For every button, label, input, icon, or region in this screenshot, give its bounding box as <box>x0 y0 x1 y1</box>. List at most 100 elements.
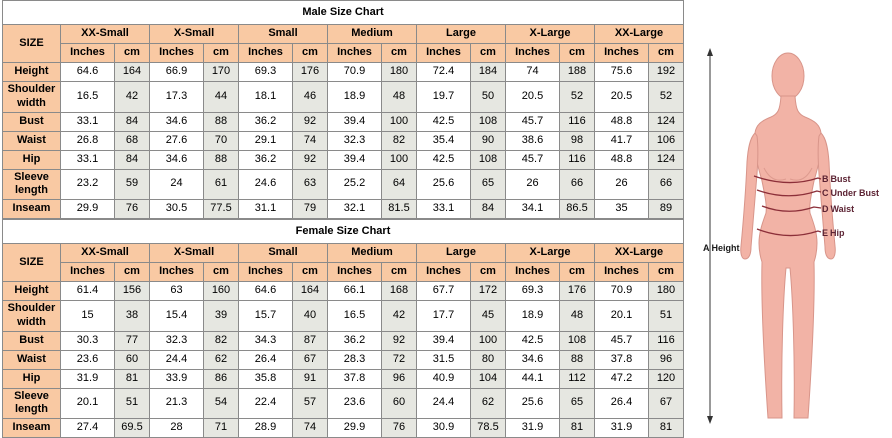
unit-cm-cell: cm <box>648 43 684 63</box>
size-header-row: SIZE XX-Small X-Small Small Medium Large X-Lar… <box>2 243 684 282</box>
value-cell: 68 <box>114 130 150 151</box>
value-cell: 21.3 <box>149 387 204 419</box>
value-cell: 66.9 <box>149 62 204 82</box>
size-name-cell: Large <box>416 243 506 263</box>
size-name-cell: XX-Large <box>594 243 684 263</box>
value-cell: 63 <box>292 168 328 200</box>
value-cell: 24.6 <box>238 168 293 200</box>
value-cell: 41.7 <box>594 130 649 151</box>
value-cell: 67 <box>648 387 684 419</box>
value-cell: 32.3 <box>149 330 204 351</box>
value-cell: 164 <box>114 62 150 82</box>
value-cell: 66 <box>648 168 684 200</box>
value-cell: 39.4 <box>327 111 382 132</box>
value-cell: 26 <box>594 168 649 200</box>
measurement-row: Bust 30.3 77 32.3 82 34.3 87 36.2 92 39.4 100 42.5 1… <box>2 330 684 351</box>
row-label-cell: Hip <box>2 368 61 389</box>
value-cell: 84 <box>114 111 150 132</box>
value-cell: 60 <box>381 387 417 419</box>
unit-inches-cell: Inches <box>60 43 115 63</box>
value-cell: 27.4 <box>60 418 115 438</box>
value-cell: 31.9 <box>505 418 560 438</box>
unit-header-row: Inches cm Inches cm Inches cm Inches cm Inches cm… <box>3 262 684 282</box>
value-cell: 35 <box>594 199 649 219</box>
value-cell: 15.4 <box>149 300 204 332</box>
value-cell: 100 <box>381 111 417 132</box>
value-cell: 34.1 <box>505 199 560 219</box>
unit-cm-cell: cm <box>292 262 328 282</box>
value-cell: 74 <box>505 62 560 82</box>
value-cell: 39 <box>203 300 239 332</box>
value-cell: 33.9 <box>149 368 204 389</box>
chart-title: Male Size Chart <box>2 0 684 25</box>
value-cell: 65 <box>559 387 595 419</box>
value-cell: 63 <box>149 281 204 301</box>
value-cell: 180 <box>381 62 417 82</box>
value-cell: 32.1 <box>327 199 382 219</box>
value-cell: 36.2 <box>238 149 293 170</box>
unit-cm-cell: cm <box>292 43 328 63</box>
value-cell: 100 <box>470 330 506 351</box>
unit-inches-cell: Inches <box>327 43 382 63</box>
value-cell: 100 <box>381 149 417 170</box>
value-cell: 16.5 <box>60 81 115 113</box>
size-header-cell: SIZE <box>2 24 61 63</box>
height-measure-line <box>707 48 713 424</box>
unit-inches-cell: Inches <box>238 43 293 63</box>
unit-inches-cell: Inches <box>327 262 382 282</box>
value-cell: 76 <box>114 199 150 219</box>
value-cell: 33.1 <box>60 149 115 170</box>
value-cell: 81 <box>648 418 684 438</box>
value-cell: 164 <box>292 281 328 301</box>
value-cell: 20.1 <box>60 387 115 419</box>
unit-inches-cell: Inches <box>416 262 471 282</box>
value-cell: 59 <box>114 168 150 200</box>
value-cell: 77 <box>114 330 150 351</box>
value-cell: 20.1 <box>594 300 649 332</box>
value-cell: 188 <box>559 62 595 82</box>
unit-cm-cell: cm <box>470 43 506 63</box>
hip-label: E Hip <box>822 228 845 238</box>
value-cell: 39.4 <box>327 149 382 170</box>
value-cell: 108 <box>470 149 506 170</box>
value-cell: 69.5 <box>114 418 150 438</box>
size-name-cell: Medium <box>327 243 417 263</box>
value-cell: 116 <box>648 330 684 351</box>
value-cell: 116 <box>559 149 595 170</box>
waist-label-key: D <box>822 204 829 214</box>
measurement-row: Sleeve length 20.1 51 21.3 54 22.4 57 23.6 60 24.… <box>2 387 684 419</box>
value-cell: 168 <box>381 281 417 301</box>
value-cell: 89 <box>648 199 684 219</box>
size-name-cell: XX-Small <box>60 243 150 263</box>
value-cell: 26.8 <box>60 130 115 151</box>
value-cell: 70 <box>203 130 239 151</box>
value-cell: 18.1 <box>238 81 293 113</box>
value-cell: 19.7 <box>416 81 471 113</box>
value-cell: 92 <box>381 330 417 351</box>
measurement-row: Shoulder width 16.5 42 17.3 44 18.1 46 18.9 48 19… <box>2 81 684 113</box>
value-cell: 74 <box>292 130 328 151</box>
value-cell: 26.4 <box>238 349 293 370</box>
value-cell: 61 <box>203 168 239 200</box>
value-cell: 75.6 <box>594 62 649 82</box>
value-cell: 34.3 <box>238 330 293 351</box>
value-cell: 192 <box>648 62 684 82</box>
unit-inches-cell: Inches <box>60 262 115 282</box>
value-cell: 24.4 <box>416 387 471 419</box>
size-header-cell: SIZE <box>2 243 61 282</box>
bust-line <box>753 175 822 184</box>
value-cell: 104 <box>470 368 506 389</box>
value-cell: 18.9 <box>327 81 382 113</box>
waist-label: D Waist <box>822 204 854 214</box>
unit-cm-cell: cm <box>203 262 239 282</box>
value-cell: 67 <box>292 349 328 370</box>
unit-cm-cell: cm <box>559 43 595 63</box>
value-cell: 34.6 <box>149 111 204 132</box>
value-cell: 124 <box>648 149 684 170</box>
height-label-text: Height <box>711 243 740 253</box>
value-cell: 35.4 <box>416 130 471 151</box>
value-cell: 28 <box>149 418 204 438</box>
measurement-figure: A Height B Bust C Under Bust D Waist E Hip <box>700 0 892 428</box>
value-cell: 48 <box>559 300 595 332</box>
measurement-lines <box>753 175 822 237</box>
